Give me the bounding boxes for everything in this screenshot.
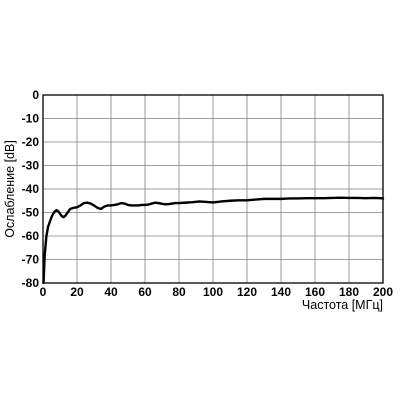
- x-tick-label: 60: [138, 285, 152, 299]
- y-tick-label: 0: [32, 88, 39, 102]
- x-tick-label: 0: [40, 285, 47, 299]
- y-axis-title: Ослабление [dB]: [3, 140, 17, 238]
- x-tick-labels: 0 20 40 60 80 100 120 140 160 180 200: [40, 285, 394, 299]
- y-tick-label: -50: [22, 206, 40, 220]
- y-tick-label: -10: [22, 112, 40, 126]
- y-tick-label: -60: [22, 229, 40, 243]
- x-tick-label: 140: [271, 285, 291, 299]
- x-tick-label: 20: [70, 285, 84, 299]
- x-tick-label: 40: [104, 285, 118, 299]
- series-line: [42, 196, 385, 285]
- y-tick-label: -30: [22, 159, 40, 173]
- x-tick-label: 200: [373, 285, 393, 299]
- x-tick-label: 80: [172, 285, 186, 299]
- y-tick-label: -70: [22, 253, 40, 267]
- x-tick-label: 120: [237, 285, 257, 299]
- y-tick-label: -40: [22, 182, 40, 196]
- x-axis-title: Частота [МГц]: [302, 298, 383, 312]
- plot-frame: [42, 94, 384, 284]
- x-tick-label: 160: [305, 285, 325, 299]
- x-tick-label: 100: [203, 285, 223, 299]
- y-tick-label: -20: [22, 135, 40, 149]
- y-tick-labels: 0 -10 -20 -30 -40 -50 -60 -70 -80: [22, 88, 40, 290]
- x-tick-label: 180: [339, 285, 359, 299]
- y-tick-label: -80: [22, 276, 40, 290]
